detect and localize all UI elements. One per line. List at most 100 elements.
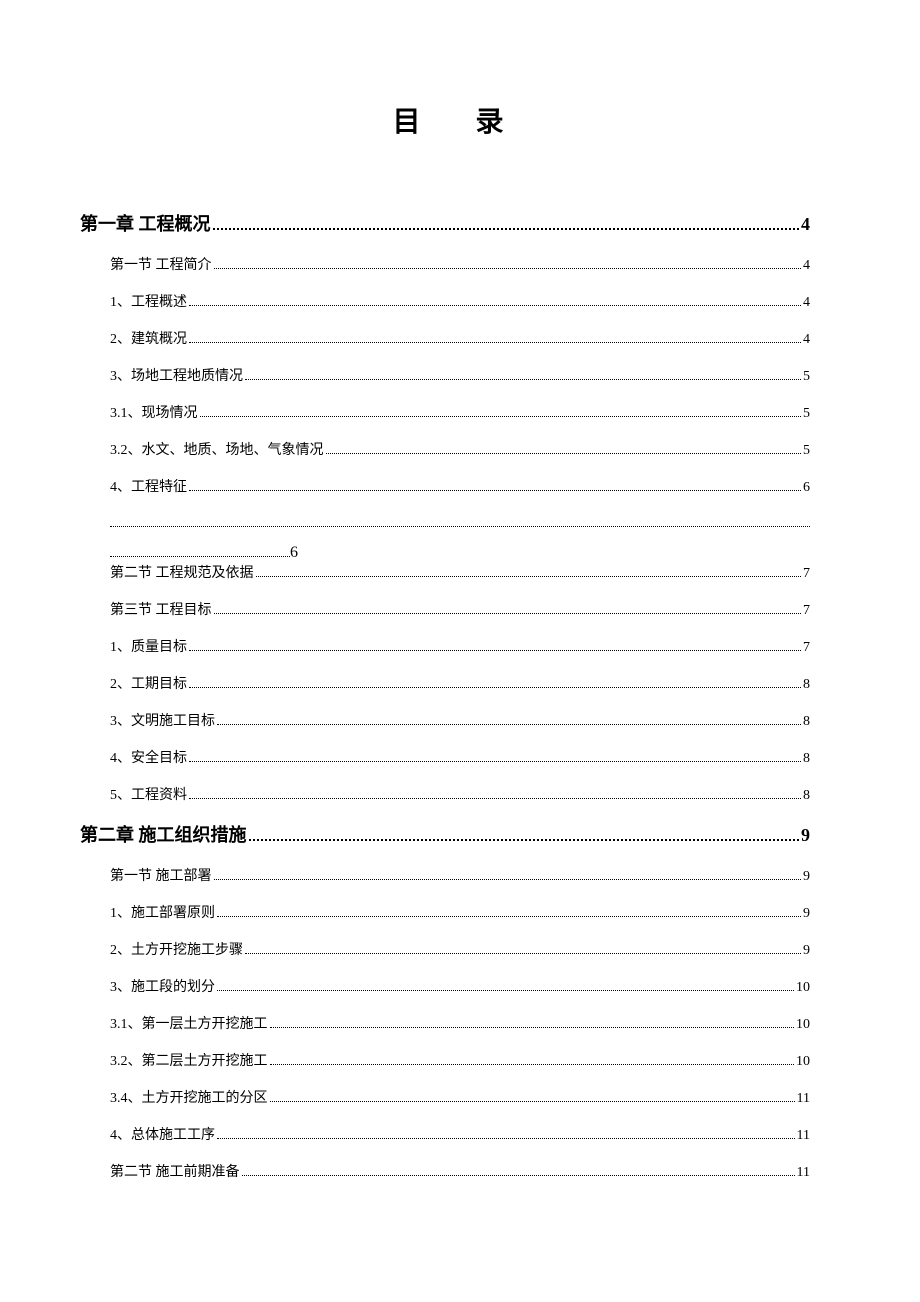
toc-label: 1、施工部署原则	[110, 902, 215, 922]
toc-entry: 3.1、现场情况 5	[110, 402, 810, 422]
toc-entry-split: 6	[110, 513, 810, 562]
toc-label: 3.2、水文、地质、场地、气象情况	[110, 439, 324, 459]
toc-label: 4、总体施工工序	[110, 1124, 215, 1144]
toc-label: 5、工程资料	[110, 784, 187, 804]
toc-dots	[213, 228, 800, 230]
toc-dots	[270, 1101, 795, 1102]
toc-page-number: 9	[803, 869, 810, 885]
toc-page-number: 4	[803, 295, 810, 311]
toc-dots	[270, 1064, 795, 1065]
toc-dots	[189, 687, 801, 688]
toc-dots	[270, 1027, 795, 1028]
toc-page-number: 10	[796, 1017, 810, 1033]
toc-page-number: 8	[803, 714, 810, 730]
toc-page-number: 11	[797, 1128, 810, 1144]
toc-entry: 3、场地工程地质情况5	[110, 365, 810, 385]
toc-entry: 1、工程概述 4	[110, 291, 810, 311]
toc-page-number: 5	[803, 443, 810, 459]
toc-entry: 3、文明施工目标 8	[110, 710, 810, 730]
toc-page-number: 9	[801, 825, 810, 846]
toc-entry: 2、土方开挖施工步骤 9	[110, 939, 810, 959]
toc-dots	[189, 342, 801, 343]
toc-page-number: 4	[803, 332, 810, 348]
toc-dots	[242, 1175, 795, 1176]
toc-label: 3、文明施工目标	[110, 710, 215, 730]
toc-label: 4、安全目标	[110, 747, 187, 767]
toc-dots	[217, 724, 801, 725]
toc-dots	[110, 513, 810, 527]
toc-page-number: 5	[803, 369, 810, 385]
toc-entry: 4、安全目标 8	[110, 747, 810, 767]
toc-label: 3、施工段的划分	[110, 976, 215, 996]
toc-label: 2、工期目标	[110, 673, 187, 693]
document-title: 目 录	[80, 100, 840, 140]
toc-dots	[214, 879, 802, 880]
toc-entry: 第二章 施工组织措施 9	[80, 821, 810, 847]
toc-entry: 第一节 工程简介 4	[110, 254, 810, 274]
toc-label: 1、质量目标	[110, 636, 187, 656]
toc-label: 1、工程概述	[110, 291, 187, 311]
toc-dots	[189, 490, 801, 491]
toc-dots	[217, 990, 794, 991]
toc-entry: 2、工期目标 8	[110, 673, 810, 693]
toc-label: 2、建筑概况	[110, 328, 187, 348]
toc-entry: 3.2、第二层土方开挖施工 10	[110, 1050, 810, 1070]
toc-entry: 3、施工段的划分 10	[110, 976, 810, 996]
toc-page-number: 7	[803, 640, 810, 656]
toc-page-number: 8	[803, 788, 810, 804]
toc-label: 第一节 施工部署	[110, 865, 212, 885]
toc-label: 3.1、第一层土方开挖施工	[110, 1013, 268, 1033]
toc-dots	[217, 1138, 795, 1139]
toc-label: 第二节 工程规范及依据	[110, 562, 254, 582]
toc-dots	[189, 798, 801, 799]
toc-dots	[217, 916, 801, 917]
toc-entry: 第二节 工程规范及依据 7	[110, 562, 810, 582]
toc-label: 4、工程特征	[110, 476, 187, 496]
toc-page-number: 7	[803, 566, 810, 582]
toc-label: 第一节 工程简介	[110, 254, 212, 274]
toc-label: 3.4、土方开挖施工的分区	[110, 1087, 268, 1107]
toc-dots	[189, 650, 801, 651]
toc-label: 2、土方开挖施工步骤	[110, 939, 243, 959]
toc-page-number: 5	[803, 406, 810, 422]
toc-dots	[189, 305, 801, 306]
toc-dots	[110, 556, 290, 557]
toc-label: 3.2、第二层土方开挖施工	[110, 1050, 268, 1070]
toc-entry: 第三节 工程目标 7	[110, 599, 810, 619]
toc-label: 3.1、现场情况	[110, 402, 198, 422]
toc-page-number: 6	[290, 544, 298, 562]
toc-dots	[326, 453, 802, 454]
toc-page-number: 7	[803, 603, 810, 619]
toc-page-number: 4	[803, 258, 810, 274]
toc-dots	[245, 379, 801, 380]
toc-page-number: 9	[803, 906, 810, 922]
toc-dots	[189, 761, 801, 762]
toc-entry: 3.2、水文、地质、场地、气象情况 5	[110, 439, 810, 459]
toc-page-number: 4	[801, 214, 810, 235]
toc-dots	[214, 613, 802, 614]
toc-entry: 3.4、土方开挖施工的分区 11	[110, 1087, 810, 1107]
toc-entry: 4、工程特征 6	[110, 476, 810, 496]
toc-dots	[200, 416, 802, 417]
toc-entry: 3.1、第一层土方开挖施工 10	[110, 1013, 810, 1033]
toc-page-number: 8	[803, 751, 810, 767]
toc-container: 第一章 工程概况4第一节 工程简介 41、工程概述 42、建筑概况43、场地工程…	[80, 210, 840, 1181]
toc-entry: 4、总体施工工序 11	[110, 1124, 810, 1144]
toc-page-number: 10	[796, 980, 810, 996]
toc-page-number: 8	[803, 677, 810, 693]
toc-dots	[214, 268, 802, 269]
toc-label: 第一章 工程概况	[80, 210, 211, 236]
toc-page-number: 6	[803, 480, 810, 496]
toc-dots	[249, 839, 800, 841]
toc-dots	[256, 576, 802, 577]
toc-page-number: 11	[797, 1091, 810, 1107]
toc-label: 第二节 施工前期准备	[110, 1161, 240, 1181]
toc-entry: 第二节 施工前期准备 11	[110, 1161, 810, 1181]
toc-page-number: 11	[797, 1165, 810, 1181]
toc-entry: 第一节 施工部署 9	[110, 865, 810, 885]
toc-label: 第二章 施工组织措施	[80, 821, 247, 847]
toc-entry: 1、质量目标 7	[110, 636, 810, 656]
toc-entry: 第一章 工程概况 4	[80, 210, 810, 236]
toc-page-number: 9	[803, 943, 810, 959]
toc-label: 第三节 工程目标	[110, 599, 212, 619]
